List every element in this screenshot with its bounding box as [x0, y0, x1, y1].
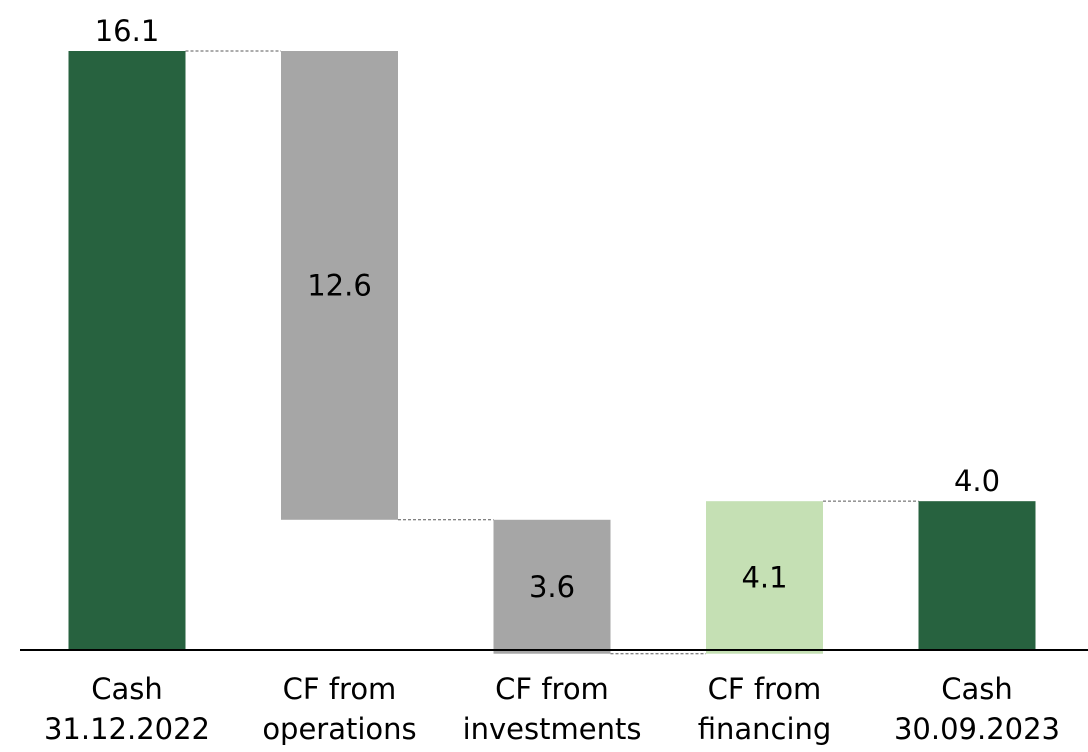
category-label-cash-31-12-2022-line2: 31.12.2022: [44, 712, 210, 746]
category-label-cf-from-investments-line1: CF from: [495, 672, 609, 706]
category-label-cash-30-09-2023-line2: 30.09.2023: [894, 712, 1060, 746]
category-label-cash-30-09-2023-line1: Cash: [941, 672, 1013, 706]
connector-lines: [185, 50, 919, 655]
category-label-cf-from-investments-line2: investments: [463, 712, 642, 746]
value-label-cf-from-financing: 4.1: [741, 560, 787, 594]
category-label-cf-from-operations-line1: CF from: [283, 672, 397, 706]
value-label-cf-from-operations: 12.6: [307, 268, 372, 302]
bar-cash-30-09-2023: [918, 501, 1036, 650]
bars: [68, 51, 1036, 654]
category-label-cf-from-operations-line2: operations: [262, 712, 416, 746]
value-labels: 16.1 12.6 3.6 4.1 4.0: [95, 14, 1000, 604]
category-labels: Cash 31.12.2022 CF from operations CF from in…: [44, 672, 1060, 746]
category-label-cf-from-financing-line2: financing: [698, 712, 832, 746]
bar-cf-from-investments: [493, 519, 611, 654]
value-label-cf-from-investments: 3.6: [529, 570, 575, 604]
category-label-cf-from-financing-line1: CF from: [708, 672, 822, 706]
bar-cf-from-operations: [281, 51, 398, 520]
bar-cf-from-financing: [706, 501, 823, 654]
category-label-cash-31-12-2022-line1: Cash: [91, 672, 163, 706]
value-label-cash-31-12-2022: 16.1: [95, 14, 160, 48]
value-label-cash-30-09-2023: 4.0: [954, 464, 1000, 498]
bar-cash-31-12-2022: [68, 51, 186, 650]
